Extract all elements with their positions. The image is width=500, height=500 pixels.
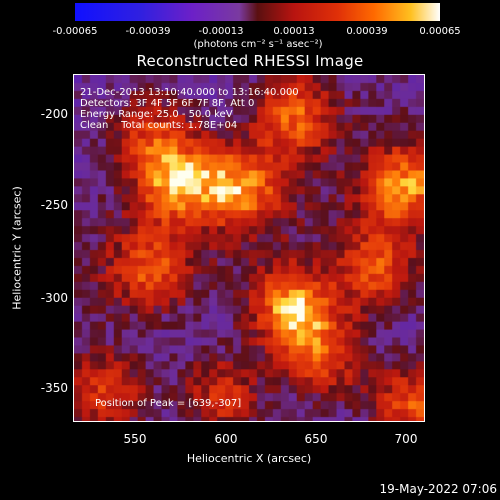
colorbar-tick: -0.00013: [198, 26, 244, 37]
x-tick-label: 650: [304, 432, 328, 446]
plot-title: Reconstructed RHESSI Image: [136, 52, 364, 70]
peak-position-text: Position of Peak = [639,-307]: [95, 398, 242, 409]
x-tick-label: 600: [214, 432, 238, 446]
colorbar: [75, 3, 440, 21]
colorbar-tick: 0.00013: [273, 26, 315, 37]
colorbar-tick: -0.00039: [125, 26, 171, 37]
detectors-text: Detectors: 3F 4F 5F 6F 7F 8F, Att 0: [80, 98, 255, 109]
y-tick-label: -350: [40, 381, 68, 395]
colorbar-tick: 0.00065: [419, 26, 461, 37]
x-axis-label: Heliocentric X (arcsec): [186, 452, 312, 465]
y-tick-label: -250: [40, 198, 68, 212]
y-tick-label: -300: [40, 291, 68, 305]
y-tick-label: -200: [40, 107, 68, 121]
time-range-text: 21-Dec-2013 13:10:40.000 to 13:16:40.000: [80, 87, 299, 98]
x-tick-label: 700: [394, 432, 418, 446]
colorbar-tick: 0.00039: [346, 26, 388, 37]
footer-date: 19-May-2022 07:06: [379, 482, 497, 496]
colorbar-unit-label: (photons cm⁻² s⁻¹ asec⁻²): [193, 39, 323, 50]
y-axis-label: Heliocentric Y (arcsec): [10, 186, 24, 310]
method-counts-text: Clean Total counts: 1.78E+04: [80, 120, 238, 131]
heatmap-image: [74, 75, 424, 421]
colorbar-tick: -0.00065: [52, 26, 98, 37]
plot-area: [73, 74, 425, 422]
energy-range-text: Energy Range: 25.0 - 50.0 keV: [80, 109, 233, 120]
x-tick-label: 550: [123, 432, 147, 446]
